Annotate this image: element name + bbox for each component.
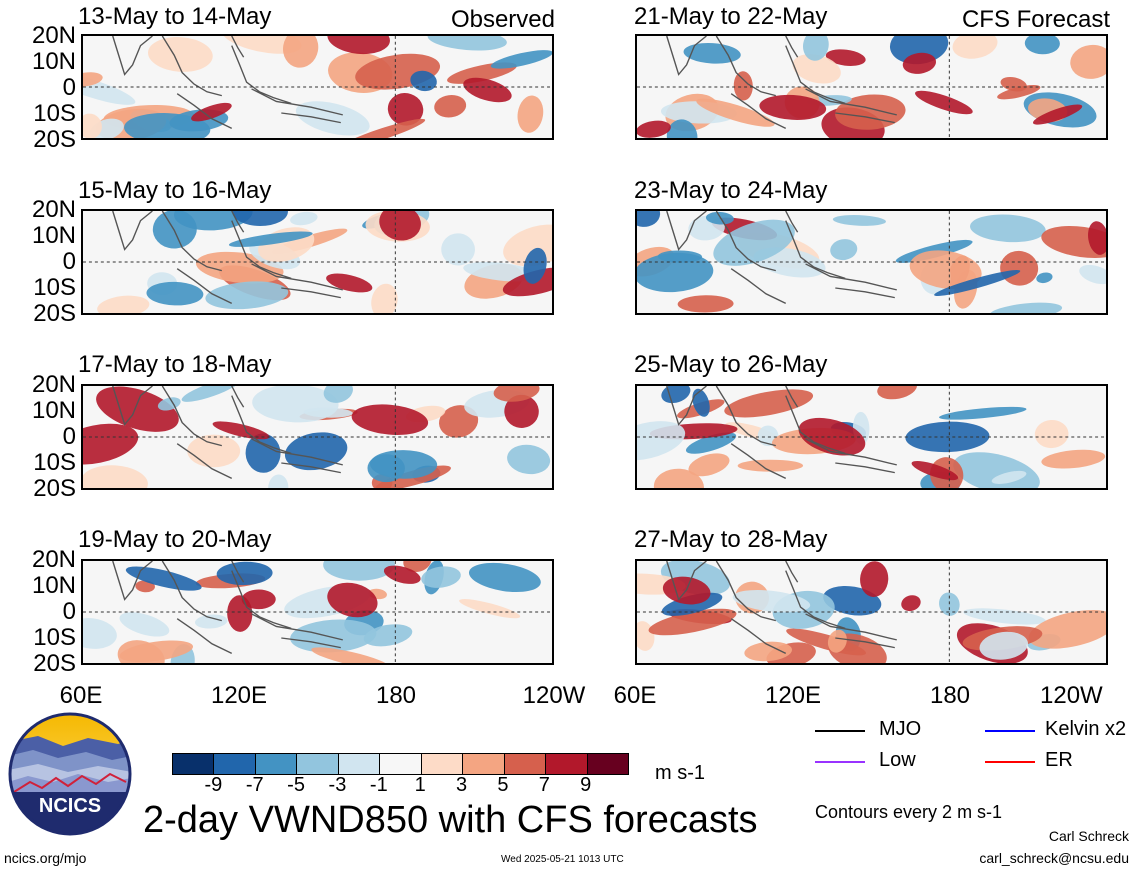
lat-label: 10S	[33, 274, 76, 301]
observed-label: Observed	[450, 6, 555, 33]
lat-label: 10N	[31, 48, 76, 75]
colorbar-tick-label: 5	[497, 774, 509, 796]
colorbar-tick-label: 9	[580, 774, 592, 796]
lat-label: 0	[62, 74, 76, 101]
panel-title: 27-May to 28-May	[634, 526, 828, 553]
lat-label: 20N	[31, 196, 76, 223]
colorbar-tick-label: -1	[369, 774, 388, 796]
legend-line-low	[815, 761, 865, 763]
colorbar-segment	[337, 754, 380, 774]
contours-note: Contours every 2 m s-1	[815, 802, 1003, 822]
map-panel-observed-1	[81, 34, 554, 140]
legend-label-low: Low	[879, 749, 916, 771]
panel-title: 13-May to 14-May	[78, 3, 272, 30]
lon-label: 120W	[522, 682, 586, 709]
panel-title: 23-May to 24-May	[634, 177, 828, 204]
colorbar-segment	[296, 754, 338, 774]
colorbar-tick-label: 3	[455, 774, 468, 796]
panel-title: 25-May to 26-May	[634, 351, 828, 378]
panel-title: 17-May to 18-May	[78, 351, 272, 378]
lat-label: 20S	[33, 475, 76, 502]
colorbar-tick-label: 7	[538, 774, 550, 796]
lat-label: 0	[62, 248, 76, 275]
lat-label: 20S	[33, 300, 76, 327]
lon-label: 120E	[764, 682, 822, 709]
lat-label: 10N	[31, 572, 76, 599]
lat-label: 0	[62, 598, 76, 625]
lat-label: 10S	[33, 624, 76, 651]
colorbar-tick-label: -3	[328, 774, 347, 796]
colorbar-segment	[462, 754, 504, 774]
lat-label: 20N	[31, 546, 76, 573]
panel-title: 19-May to 20-May	[78, 526, 272, 553]
lat-axis: 20N 10N 0 10S 20S	[6, 198, 76, 328]
colorbar-segment	[213, 754, 255, 774]
colorbar-segment	[545, 754, 587, 774]
colorbar-tick-label: -9	[204, 774, 223, 796]
lat-axis: 20N 10N 0 10S 20S	[6, 24, 76, 154]
legend-label-er: ER	[1045, 749, 1073, 771]
legend-label-kelvin: Kelvin x2	[1045, 718, 1127, 740]
cfs-forecast-label: CFS Forecast	[961, 6, 1110, 33]
footer-email: carl_schreck@ncsu.edu	[979, 850, 1129, 866]
lat-label: 20S	[33, 650, 76, 677]
lon-label: 120E	[210, 682, 268, 709]
lat-label: 0	[62, 423, 76, 450]
lat-axis: 20N 10N 0 10S 20S	[6, 548, 76, 678]
colorbar-tick-label: 1	[414, 774, 426, 796]
lat-axis: 20N 10N 0 10S 20S	[6, 373, 76, 503]
legend-line-kelvin	[985, 730, 1035, 732]
colorbar-segment	[586, 754, 628, 774]
colorbar-ticks: -9 -7 -5 -3 -1 1 3 5 7 9	[172, 774, 627, 798]
legend-line-er	[985, 761, 1035, 763]
colorbar-segment	[254, 754, 297, 774]
colorbar-segment	[420, 754, 463, 774]
colorbar-segment	[173, 754, 214, 774]
colorbar-units: m s-1	[655, 762, 705, 784]
lon-label: 180	[375, 682, 417, 709]
lon-label: 180	[929, 682, 971, 709]
logo-text: NCICS	[39, 795, 101, 817]
colorbar-segment	[503, 754, 546, 774]
lat-label: 10S	[33, 100, 76, 127]
panel-title: 21-May to 22-May	[634, 3, 828, 30]
footer-timestamp: Wed 2025-05-21 1013 UTC	[501, 854, 624, 865]
legend: MJO Kelvin x2 Low ER	[815, 718, 1135, 788]
colorbar-segment	[379, 754, 421, 774]
map-panel-forecast-3	[635, 384, 1108, 490]
footer-author: Carl Schreck	[1048, 828, 1129, 844]
lat-label: 20N	[31, 22, 76, 49]
colorbar-tick-label: -5	[287, 774, 305, 796]
map-panel-forecast-1	[635, 34, 1108, 140]
ncics-logo: NCICS	[8, 712, 132, 836]
map-panel-forecast-4	[635, 559, 1108, 665]
footer-url: ncics.org/mjo	[4, 850, 87, 866]
lon-label: 60E	[613, 682, 657, 709]
map-panel-observed-3	[81, 384, 554, 490]
map-panel-forecast-2	[635, 209, 1108, 315]
lat-label: 20N	[31, 371, 76, 398]
lat-label: 10N	[31, 222, 76, 249]
lon-label: 120W	[1040, 682, 1103, 709]
legend-line-mjo	[815, 730, 865, 732]
main-title: 2-day VWND850 with CFS forecasts	[143, 799, 758, 841]
lat-label: 10S	[33, 449, 76, 476]
panel-title: 15-May to 16-May	[78, 177, 272, 204]
map-panel-observed-2	[81, 209, 554, 315]
lat-label: 10N	[31, 397, 76, 424]
lon-label: 60E	[59, 682, 103, 709]
legend-label-mjo: MJO	[879, 718, 922, 740]
colorbar	[172, 753, 629, 775]
lat-label: 20S	[33, 126, 76, 153]
map-panel-observed-4	[81, 559, 554, 665]
colorbar-tick-label: -7	[245, 774, 264, 796]
